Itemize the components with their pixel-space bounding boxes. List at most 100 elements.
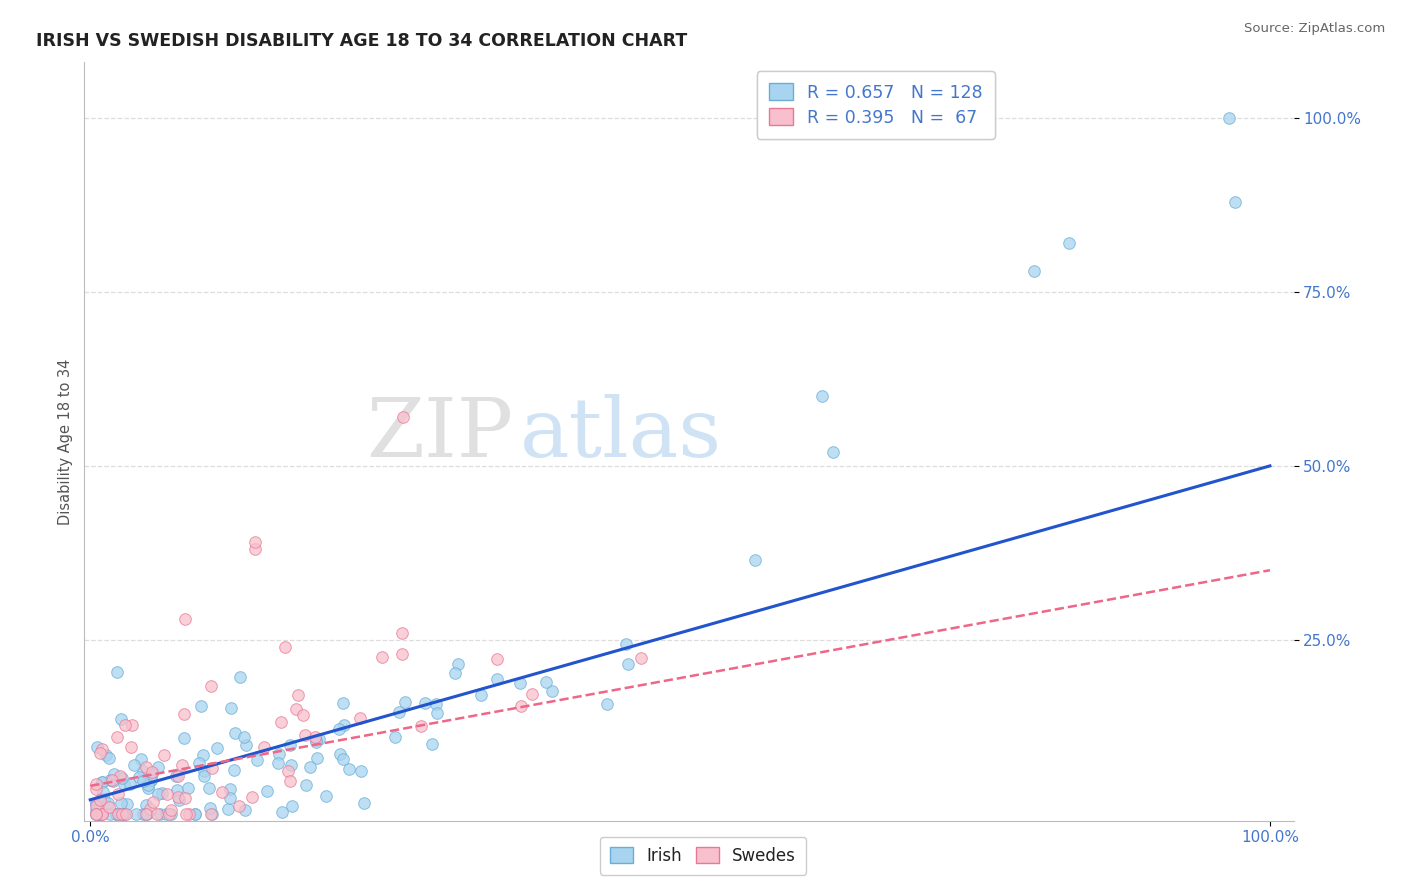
Point <box>129 752 152 766</box>
Point <box>135 806 157 821</box>
Point <box>84 796 107 810</box>
Point <box>486 652 509 666</box>
Point <box>201 762 224 776</box>
Point <box>287 689 309 703</box>
Point <box>245 535 267 549</box>
Point <box>112 806 135 821</box>
Point <box>84 777 107 791</box>
Point <box>128 770 150 784</box>
Point <box>112 806 135 821</box>
Point <box>110 712 132 726</box>
Point <box>245 542 267 557</box>
Point <box>89 806 111 821</box>
Point <box>177 806 200 821</box>
Point <box>823 445 845 459</box>
Point <box>191 747 214 762</box>
Point <box>84 803 107 817</box>
Point <box>315 789 337 803</box>
Point <box>86 739 108 754</box>
Point <box>596 698 619 712</box>
Point <box>328 722 350 736</box>
Point <box>105 730 128 744</box>
Point <box>172 758 194 772</box>
Point <box>413 696 436 710</box>
Point <box>409 718 432 732</box>
Point <box>332 718 354 732</box>
Point <box>630 650 652 665</box>
Point <box>150 786 173 800</box>
Point <box>91 741 114 756</box>
Point <box>235 738 257 752</box>
Point <box>274 640 297 654</box>
Point <box>277 764 299 778</box>
Point <box>86 806 108 821</box>
Point <box>155 806 177 821</box>
Point <box>157 806 180 821</box>
Point <box>422 737 444 751</box>
Text: ZIP: ZIP <box>367 394 513 474</box>
Point <box>388 706 411 720</box>
Point <box>115 797 138 812</box>
Point <box>509 699 531 714</box>
Point <box>541 684 564 698</box>
Point <box>112 776 135 790</box>
Point <box>141 764 163 779</box>
Point <box>107 787 129 801</box>
Point <box>135 797 157 812</box>
Point <box>160 806 183 821</box>
Point <box>198 781 221 796</box>
Point <box>235 803 257 817</box>
Point <box>84 806 107 821</box>
Point <box>148 787 170 801</box>
Point <box>122 757 145 772</box>
Point <box>447 657 470 671</box>
Point <box>211 784 233 798</box>
Point <box>97 797 120 811</box>
Point <box>370 650 392 665</box>
Point <box>291 708 314 723</box>
Legend: Irish, Swedes: Irish, Swedes <box>600 837 806 875</box>
Point <box>91 806 114 821</box>
Point <box>329 747 352 761</box>
Point <box>205 741 228 756</box>
Point <box>810 389 832 403</box>
Text: atlas: atlas <box>520 394 721 474</box>
Point <box>98 806 121 821</box>
Point <box>91 774 114 789</box>
Point <box>174 806 197 821</box>
Point <box>91 785 114 799</box>
Point <box>139 773 162 788</box>
Point <box>146 806 169 821</box>
Text: IRISH VS SWEDISH DISABILITY AGE 18 TO 34 CORRELATION CHART: IRISH VS SWEDISH DISABILITY AGE 18 TO 34… <box>37 32 688 50</box>
Point <box>200 806 222 821</box>
Point <box>136 778 159 792</box>
Point <box>349 711 371 725</box>
Point <box>278 773 301 788</box>
Point <box>90 806 112 821</box>
Point <box>167 793 190 807</box>
Point <box>392 410 415 425</box>
Point <box>285 702 308 716</box>
Point <box>614 637 637 651</box>
Point <box>136 806 159 821</box>
Point <box>98 772 121 787</box>
Point <box>84 806 107 821</box>
Point <box>84 806 107 821</box>
Point <box>384 730 406 744</box>
Point <box>159 803 181 817</box>
Point <box>139 772 162 787</box>
Point <box>307 751 329 765</box>
Point <box>332 696 354 710</box>
Point <box>84 797 107 811</box>
Point <box>298 760 321 774</box>
Point <box>93 792 115 806</box>
Point <box>200 801 222 815</box>
Point <box>103 774 125 789</box>
Point <box>219 701 242 715</box>
Point <box>1218 111 1240 125</box>
Point <box>84 782 107 797</box>
Point <box>101 772 124 787</box>
Point <box>120 739 142 754</box>
Point <box>184 806 207 821</box>
Point <box>426 706 449 720</box>
